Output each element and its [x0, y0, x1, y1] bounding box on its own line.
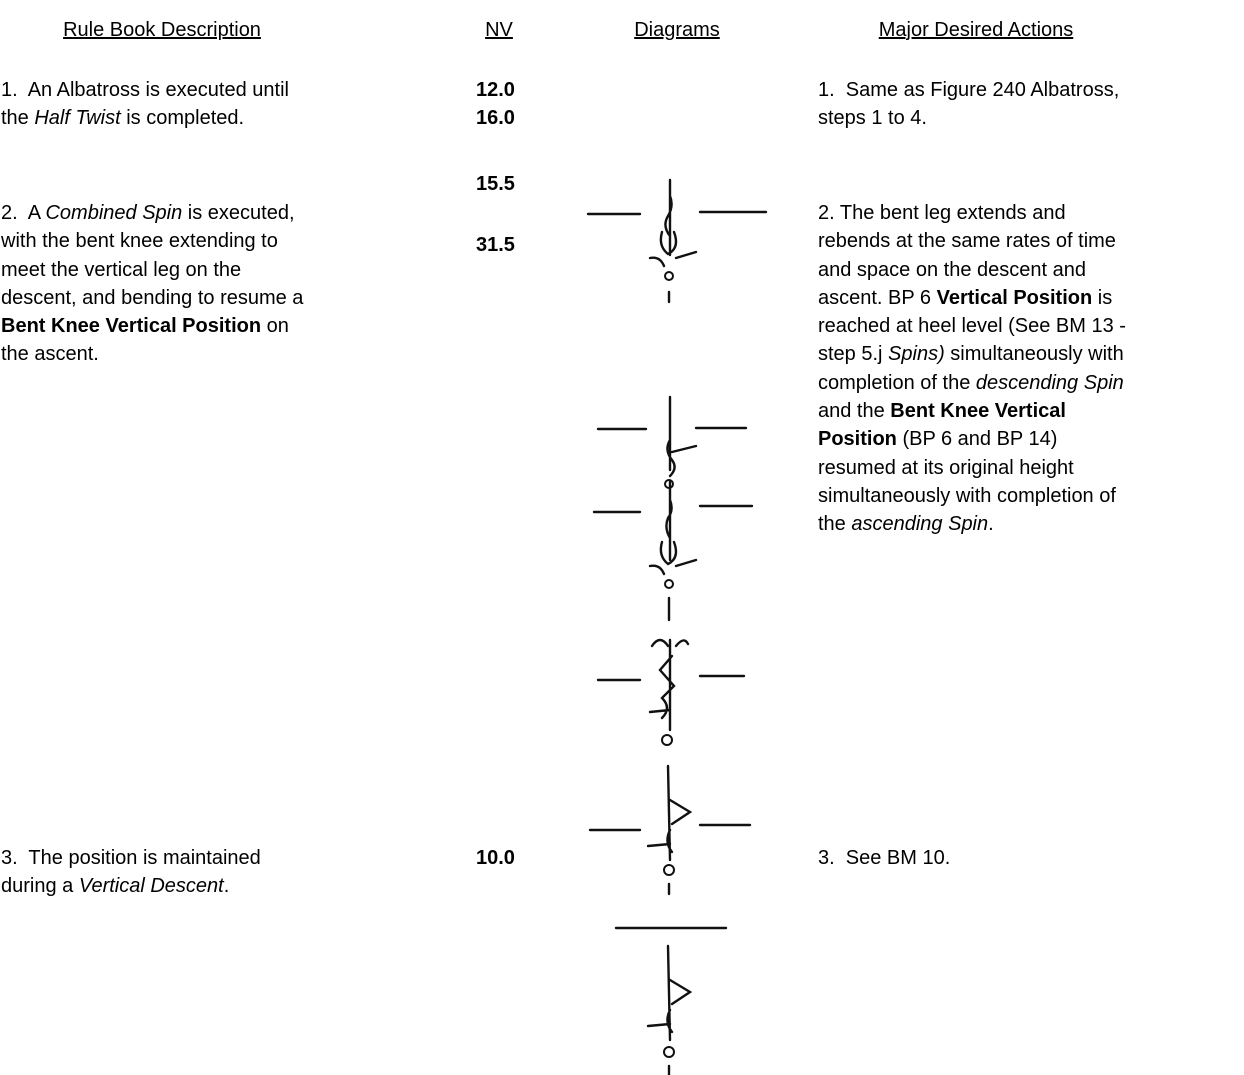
column-header: NV [485, 19, 513, 41]
column-header: Rule Book Description [63, 19, 261, 41]
text-line: 3. The position is maintained [1, 844, 261, 872]
text-line: reached at heel level (See BM 13 - [818, 312, 1126, 340]
text-line: with the bent knee extending to [1, 227, 303, 255]
text-run: ascending Spin [851, 513, 989, 536]
text-run: (BP 6 and BP 14) [896, 428, 1058, 451]
text-line: meet the vertical leg on the [1, 256, 303, 284]
text-run: the [1, 107, 35, 130]
text-run: 1. An Albatross is executed until [1, 79, 289, 101]
nv-value: 16.0 [476, 107, 515, 129]
text-line: completion of the descending Spin [818, 369, 1126, 397]
text-line: ascent. BP 6 Vertical Position is [818, 284, 1126, 312]
text-run: is [1092, 286, 1113, 309]
text-run: descent, and bending to resume a [1, 286, 304, 309]
text-run: during a [1, 875, 79, 898]
right-text: 1. Same as Figure 240 Albatross, steps 1 … [818, 76, 1119, 133]
text-run: 1. Same as Figure 240 Albatross, [818, 79, 1120, 101]
text-line: descent, and bending to resume a [1, 284, 303, 312]
diagram-6 [614, 926, 728, 1075]
left-text: 1. An Albatross is executed until the Hal… [1, 76, 289, 133]
nv-value: 12.0 [476, 79, 515, 101]
text-line: the ascent. [1, 340, 303, 368]
text-run: 2. The bent leg extends and [818, 202, 1066, 224]
text-run: 3. The position is maintained [1, 847, 261, 869]
text-run: the ascent. [1, 343, 99, 366]
text-line: and the Bent Knee Vertical [818, 397, 1126, 425]
text-run: descending Spin [975, 371, 1124, 394]
text-line: simultaneously with completion of [818, 482, 1126, 510]
text-line: Bent Knee Vertical Position on [1, 312, 303, 340]
column-header: Diagrams [634, 19, 720, 41]
text-run: and the [818, 400, 891, 423]
text-line: steps 1 to 4. [818, 104, 1119, 132]
diagram-3 [592, 480, 754, 622]
text-run: completion of the [818, 371, 976, 394]
text-run: rebends at the same rates of time [818, 230, 1116, 253]
text-line: the Half Twist is completed. [1, 104, 289, 132]
text-line: Position (BP 6 and BP 14) [818, 425, 1126, 453]
text-run: Half Twist [34, 107, 121, 130]
text-line: during a Vertical Descent. [1, 872, 261, 900]
text-run: Combined Spin [45, 202, 183, 224]
text-run: simultaneously with completion of [818, 484, 1116, 507]
text-run: is completed. [120, 107, 245, 130]
text-run: with the bent knee extending to [1, 230, 278, 253]
text-line: the ascending Spin. [818, 510, 1126, 538]
text-run: Spins) [888, 343, 945, 366]
text-run: 3. See BM 10. [818, 847, 951, 869]
text-line: 1. An Albatross is executed until [1, 76, 289, 104]
text-run: Bent Knee Vertical Position [1, 315, 262, 338]
nv-value: 15.5 [476, 173, 515, 195]
text-run: and space on the descent and [818, 258, 1086, 281]
text-run: Vertical Descent [78, 875, 224, 898]
text-line: step 5.j Spins) simultaneously with [818, 340, 1126, 368]
left-text: 2. A Combined Spin is executed, with the … [1, 199, 303, 369]
text-line: rebends at the same rates of time [818, 227, 1126, 255]
text-run: steps 1 to 4. [818, 107, 927, 130]
diagram-4 [596, 638, 746, 746]
text-run: is executed, [182, 202, 295, 224]
text-run: step 5.j [818, 343, 889, 366]
text-line: and space on the descent and [818, 256, 1126, 284]
diagram-1 [586, 178, 768, 304]
text-run: Position [818, 428, 897, 451]
text-line: 2. A Combined Spin is executed, [1, 199, 303, 227]
right-text: 2. The bent leg extends and rebends at th… [818, 199, 1126, 539]
text-run: reached at heel level (See BM 13 - [818, 315, 1126, 338]
diagram-2 [596, 395, 748, 489]
text-run: meet the vertical leg on the [1, 258, 242, 281]
text-run: . [988, 513, 994, 536]
diagram-5 [588, 764, 752, 896]
nv-value: 10.0 [476, 847, 515, 869]
text-run: the [818, 513, 852, 536]
text-line: 3. See BM 10. [818, 844, 950, 872]
text-line: 2. The bent leg extends and [818, 199, 1126, 227]
text-run: Bent Knee Vertical [890, 400, 1066, 423]
text-run: Vertical Position [936, 286, 1093, 309]
text-line: 1. Same as Figure 240 Albatross, [818, 76, 1119, 104]
text-run: . [223, 875, 230, 898]
text-run: resumed at its original height [818, 456, 1074, 479]
text-run: ascent. BP 6 [818, 286, 937, 309]
right-text: 3. See BM 10. [818, 844, 950, 872]
nv-value: 31.5 [476, 234, 515, 256]
column-header: Major Desired Actions [878, 19, 1074, 41]
text-line: resumed at its original height [818, 454, 1126, 482]
text-run: on [261, 315, 289, 338]
left-text: 3. The position is maintained during a Ve… [1, 844, 261, 901]
text-run: simultaneously with [944, 343, 1124, 366]
text-run: 2. A [1, 202, 46, 224]
